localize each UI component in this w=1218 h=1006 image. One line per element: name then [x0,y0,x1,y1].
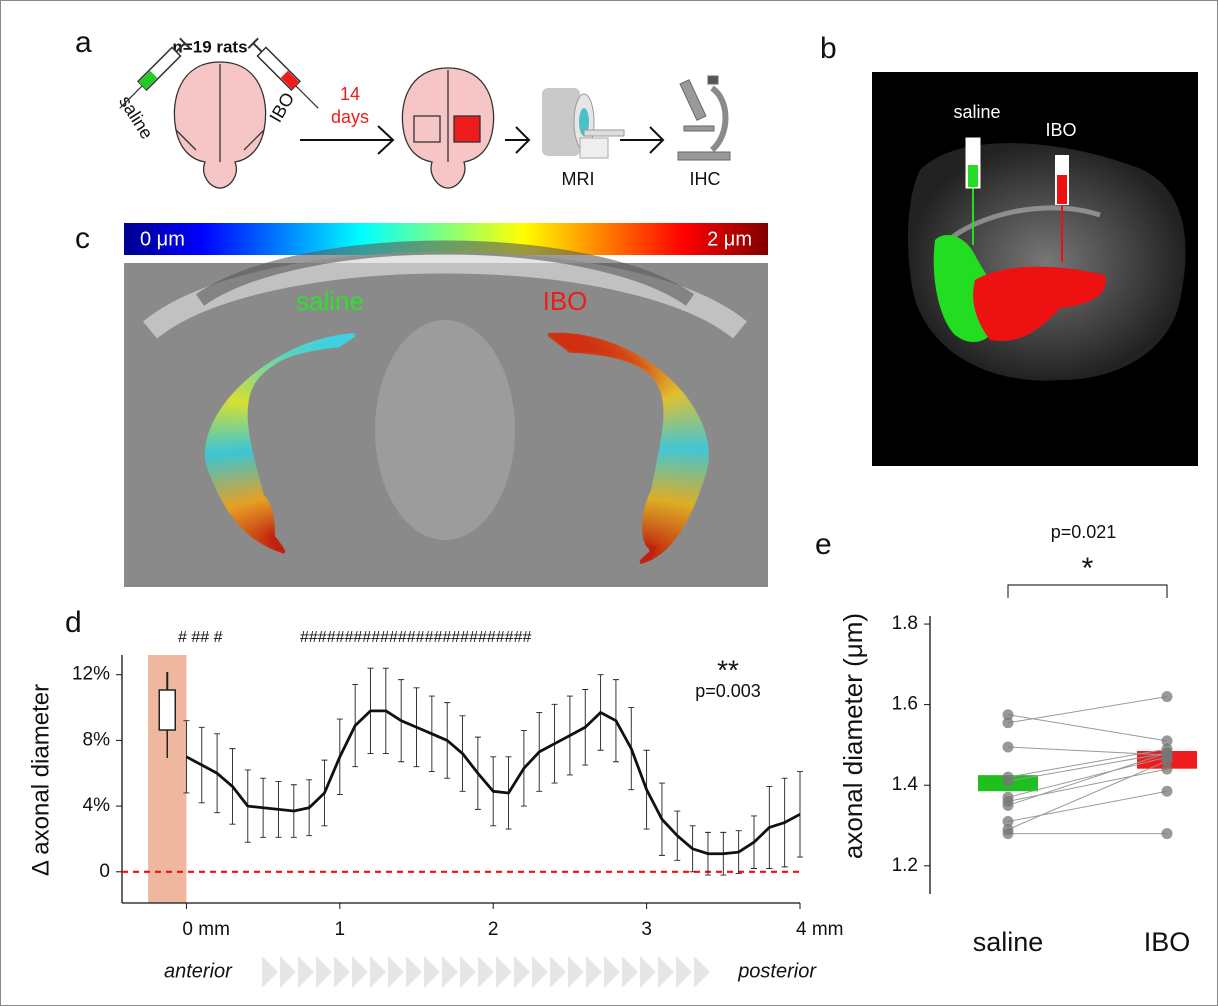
y-axis-label: axonal diameter (μm) [838,613,868,859]
p-value: p=0.003 [695,681,761,701]
panel-label: d [65,606,82,639]
injection-label: saline [953,102,1000,122]
y-tick-label: 12% [72,664,110,685]
step-label: MRI [562,169,595,189]
y-axis-label: Δ axonal diameter [27,684,54,876]
direction: anterior [164,960,233,982]
panel-label: b [820,32,837,65]
x-tick-label: saline [973,927,1044,957]
x-tick-label: 2 [488,919,499,940]
brain-structure [375,320,515,540]
data-point [1162,756,1173,767]
panel-label: e [815,528,832,561]
panel-b: b saline IBO [820,32,1198,466]
y-tick-label: 1.8 [892,613,918,634]
syringe-fill [1057,175,1067,204]
y-tick-label: 4% [83,795,111,816]
syringe-fill [968,165,978,187]
panel-label: a [75,26,92,59]
y-tick-label: 1.6 [892,694,918,715]
panel-label: c [75,222,90,255]
colorbar-label: 0 μm [140,228,185,250]
significant-bins: # ## # [178,629,223,646]
x-tick-label: 4 mm [796,919,844,940]
y-tick-label: 8% [83,729,111,750]
delay: 14 [340,84,360,104]
syringe-icon [159,690,175,730]
colorbar-label: 2 μm [707,228,752,250]
y-tick-label: 1.2 [892,855,918,876]
x-tick-label: 3 [641,919,652,940]
significance: * [1082,552,1094,585]
cohort: n=19 rats [172,37,247,56]
x-tick-label: 0 mm [182,919,230,940]
figure: a n=19 rats saline IBO 14 days [0,0,1218,1006]
direction: posterior [737,960,817,982]
data-point [1003,776,1014,787]
tract-label: saline [296,286,364,316]
injection-label: IBO [1045,120,1076,140]
data-point [1162,828,1173,839]
data-point [1162,786,1173,797]
y-tick-label: 1.4 [892,774,919,795]
data-point [1003,717,1014,728]
data-point [1003,828,1014,839]
tract-label: IBO [543,286,588,316]
delay: days [331,107,369,127]
page: a n=19 rats saline IBO 14 days [0,0,1218,1006]
step-label: IHC [690,169,721,189]
data-point [1162,691,1173,702]
y-tick-label: 0 [99,861,110,882]
p-value: p=0.021 [1051,522,1117,542]
x-tick-label: IBO [1144,927,1191,957]
x-tick-label: 1 [335,919,346,940]
significant-bins: ########################## [300,629,531,646]
panel-c: c 0 μm 2 μm saline IBO [75,222,768,587]
data-point [1003,800,1014,811]
data-point [1003,741,1014,752]
